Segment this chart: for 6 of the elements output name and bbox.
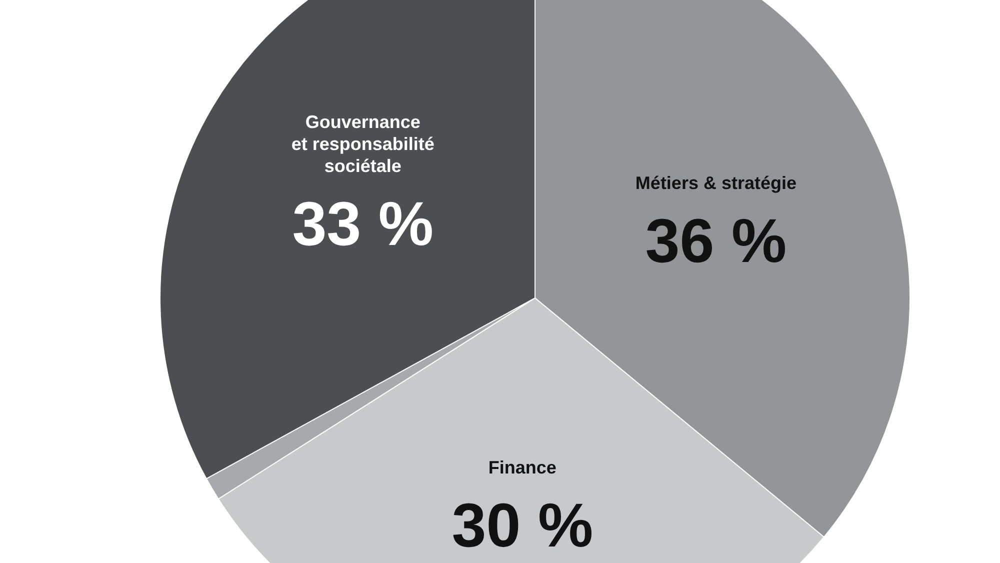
- data-label: 30 %: [452, 492, 594, 561]
- data-label: 36 %: [645, 206, 787, 276]
- slice-label: Métiers & stratégie: [635, 172, 796, 193]
- category-label: Gouvernance et responsabilité sociétale: [291, 112, 434, 176]
- slice-label: Finance: [488, 458, 556, 478]
- data-label: 33 %: [292, 190, 434, 260]
